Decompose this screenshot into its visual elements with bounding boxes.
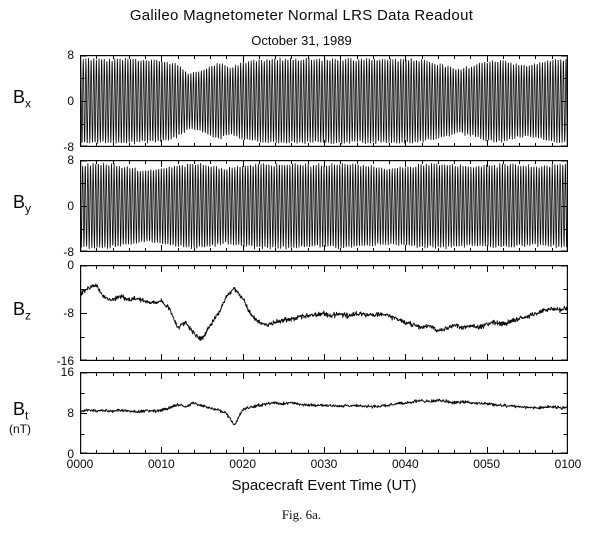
x-tick-label: 0040 [391,457,419,471]
y-axis-label-bz-base: B [13,299,26,319]
y-tick-label: -16 [56,354,74,368]
y-tick-label: 0 [67,447,74,461]
y-axis-label-bx: Bx [13,88,31,110]
y-axis-label-bx-sub: x [25,96,32,111]
by-plot [80,160,568,252]
bz-plot [80,265,568,361]
x-tick-label: 0000 [66,457,94,471]
y-tick-label: 0 [67,94,74,108]
y-tick-label: 0 [67,199,74,213]
chart-subtitle: October 31, 1989 [251,33,352,48]
y-axis-label-bt-sub: t [25,408,29,423]
x-tick-label: 0100 [554,457,582,471]
x-tick-label: 0020 [229,457,257,471]
y-axis-label-by-sub: y [25,201,32,216]
y-axis-label-bz: Bz [13,300,31,322]
y-tick-label: 8 [67,406,74,420]
x-tick-label: 0030 [310,457,338,471]
bx-plot [80,55,568,147]
y-axis-label-bx-base: B [13,87,26,107]
x-tick-label: 0050 [473,457,501,471]
y-tick-label: 0 [67,258,74,272]
y-axis-label-by: By [13,193,31,215]
y-tick-label: 8 [67,48,74,62]
y-axis-unit-label: (nT) [9,422,31,436]
y-tick-label: -8 [63,140,74,154]
bt-plot [80,372,568,454]
y-tick-label: -8 [63,245,74,259]
y-axis-label-bt-base: B [13,399,26,419]
y-axis-label-bt: Bt [13,400,28,422]
y-tick-label: -8 [63,306,74,320]
x-axis-title: Spacecraft Event Time (UT) [231,477,417,494]
y-tick-label: 16 [60,365,74,379]
chart-title: Galileo Magnetometer Normal LRS Data Rea… [129,7,474,24]
y-tick-label: 8 [67,153,74,167]
figure-caption: Fig. 6a. [281,507,322,522]
y-axis-label-bz-sub: z [25,308,32,323]
x-tick-label: 0010 [147,457,175,471]
y-axis-label-by-base: B [13,192,26,212]
